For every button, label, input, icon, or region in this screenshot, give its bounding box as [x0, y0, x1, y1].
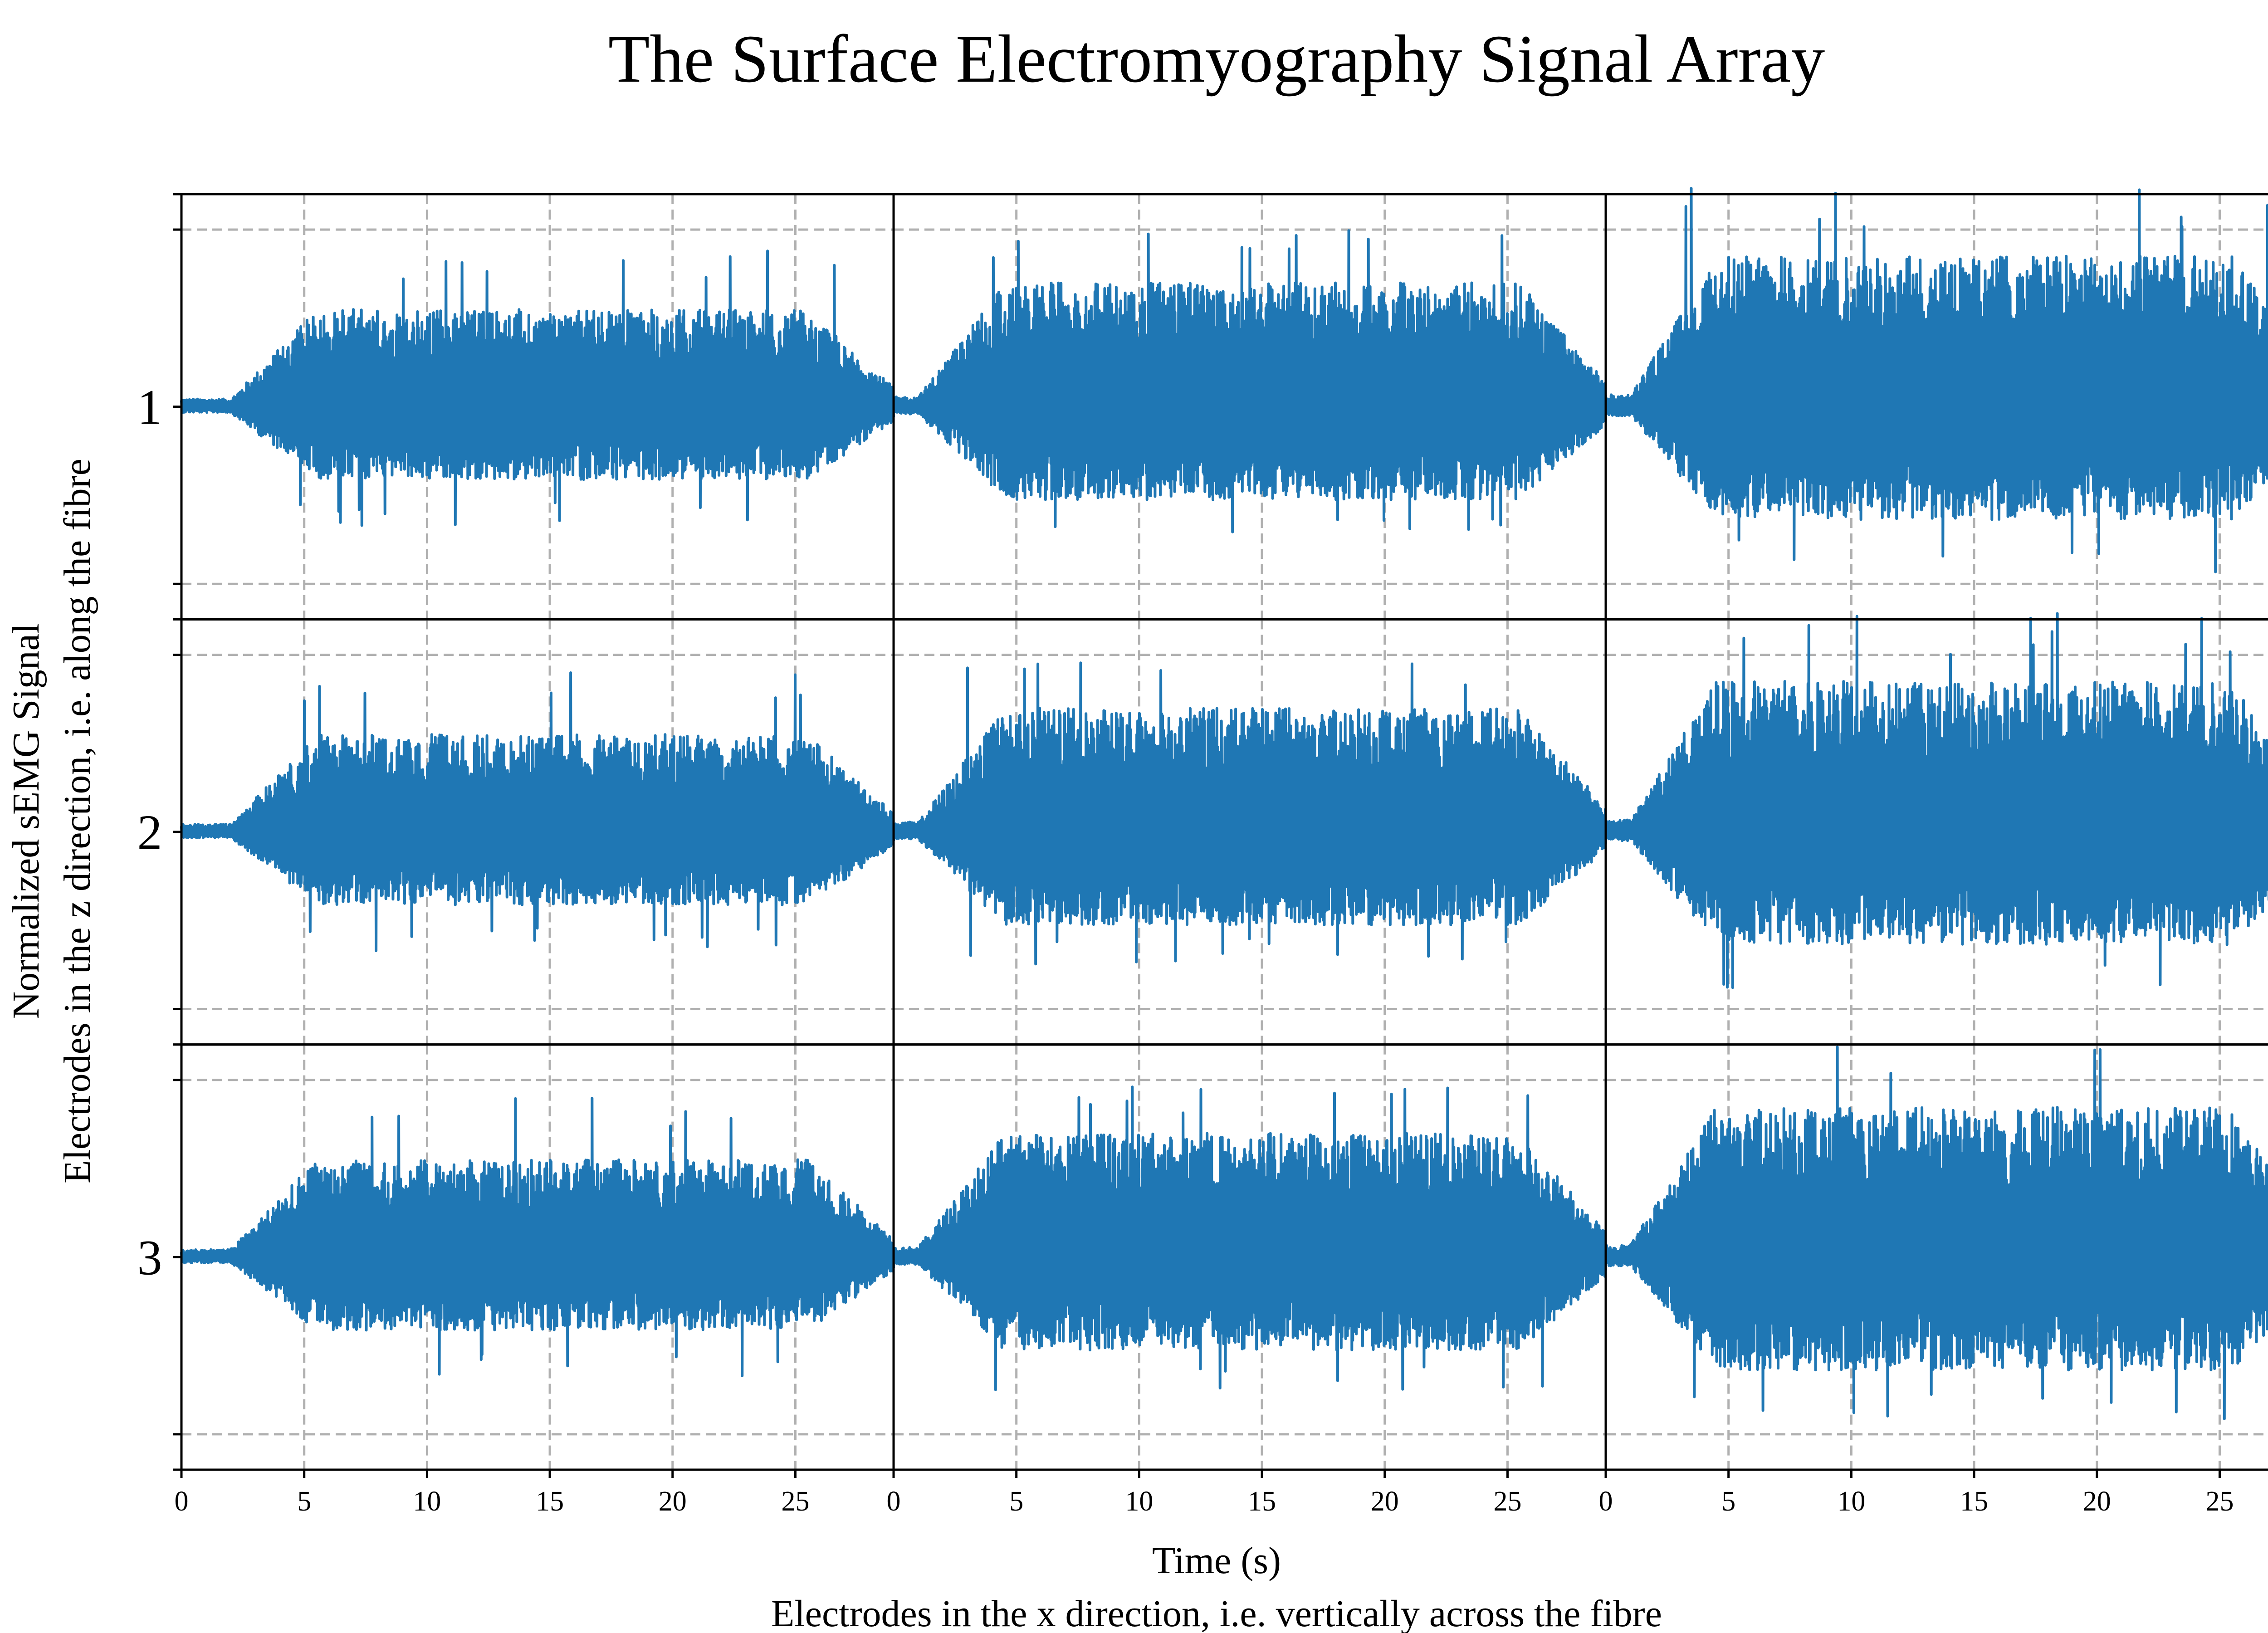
row-label-3: 3	[137, 1230, 162, 1285]
x-tick-label: 0	[175, 1486, 189, 1517]
x-tick-label: 20	[659, 1486, 687, 1517]
signal-trace	[892, 229, 1607, 533]
row-labels: 1 2 3	[137, 380, 162, 1286]
panel-r2-c2	[892, 618, 1607, 1046]
signal-trace	[1604, 187, 2268, 573]
x-tick-label: 5	[297, 1486, 311, 1517]
panel-r2-c1	[173, 618, 895, 1046]
x-tick-label: 10	[1125, 1486, 1153, 1517]
x-tick-label: 0	[887, 1486, 901, 1517]
x-tick-label: 5	[1721, 1486, 1735, 1517]
panel-r1-c2	[892, 193, 1607, 621]
x-tick-label: 25	[1493, 1486, 1521, 1517]
x-tick-label: 25	[2205, 1486, 2234, 1517]
row-label-2: 2	[137, 805, 162, 860]
x-axis-label: Time (s)	[1152, 1540, 1281, 1582]
panel-r1-c1	[173, 193, 895, 621]
signal-trace	[180, 671, 895, 952]
signal-trace	[1604, 1046, 2268, 1420]
signal-trace	[180, 249, 895, 527]
x-tick-label: 0	[1599, 1486, 1613, 1517]
panel-r3-c2	[892, 1043, 1607, 1478]
panel-r2-c3	[1604, 612, 2268, 1046]
x-tick-label: 15	[1960, 1486, 1988, 1517]
x-tick-label: 10	[1837, 1486, 1865, 1517]
panel-r3-c3	[1604, 1043, 2268, 1478]
x-tick-label: 25	[781, 1486, 809, 1517]
chart-title: The Surface Electromyography Signal Arra…	[608, 21, 1825, 97]
z-direction-label: Electrodes in the z direction, i.e. alon…	[56, 459, 98, 1183]
signal-trace	[180, 1096, 895, 1377]
panel-r1-c3	[1604, 187, 2268, 621]
signal-trace	[892, 1085, 1607, 1391]
x-tick-label: 15	[1248, 1486, 1276, 1517]
x-tick-label: 5	[1009, 1486, 1023, 1517]
x-tick-label: 20	[2083, 1486, 2111, 1517]
y-axis-label: Normalized sEMG Signal	[5, 623, 47, 1019]
panel-r3-c1	[173, 1043, 895, 1478]
x-tick-label: 15	[536, 1486, 564, 1517]
signal-trace	[1604, 612, 2268, 989]
signal-trace	[892, 661, 1607, 966]
panel-grid	[173, 187, 2268, 1478]
panel-frame	[1604, 1043, 2268, 1471]
row-label-1: 1	[137, 380, 162, 435]
x-tick-label: 10	[413, 1486, 441, 1517]
x-direction-label: Electrodes in the x direction, i.e. vert…	[771, 1593, 1662, 1633]
x-tick-labels: 0 5 10 15 20 25 0 5 10 15 20 25 0 5 10 15 20 25	[175, 1486, 2234, 1517]
x-tick-label: 20	[1371, 1486, 1399, 1517]
